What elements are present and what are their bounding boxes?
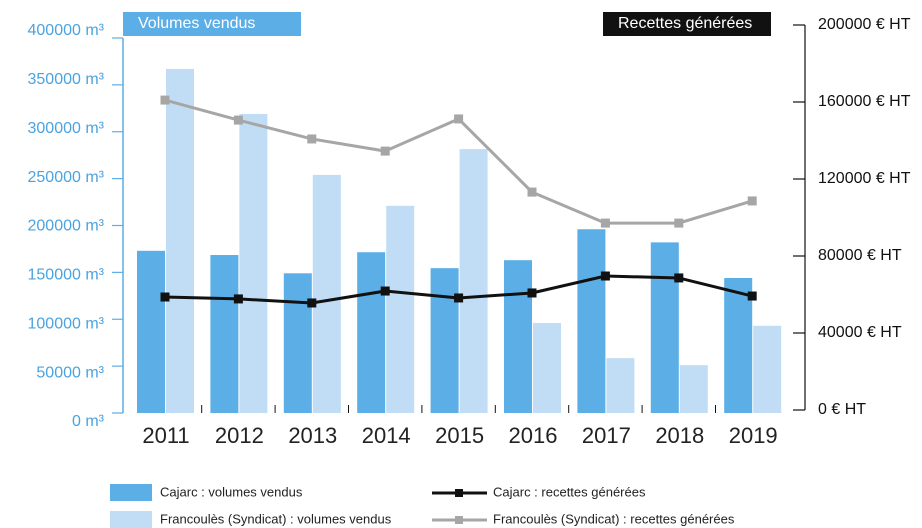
bar [312,174,341,413]
legend-marker [455,516,463,524]
legend-swatch [110,484,152,501]
marker [600,271,610,281]
bar [577,229,606,413]
bar [606,358,635,413]
y2-tick-label: 80000 € HT [818,247,902,264]
marker [380,146,390,156]
marker [233,294,243,304]
x-tick-label: 2011 [142,423,189,448]
y2-title: Recettes générées [618,15,752,32]
marker [674,273,684,283]
bar [724,278,753,413]
bar [283,273,312,413]
marker [160,292,170,302]
x-tick-label: 2017 [582,423,631,448]
x-tick-label: 2012 [215,423,264,448]
legend-label: Cajarc : recettes générées [493,484,646,499]
bar [679,365,708,413]
marker [747,291,757,301]
marker [307,134,317,144]
marker [600,218,610,228]
marker [307,298,317,308]
y-tick-label: 300000 m³ [28,120,105,137]
marker [380,286,390,296]
bar [166,68,194,413]
bar [386,205,415,413]
y-tick-label: 400000 m³ [28,22,105,39]
legend-label: Francoulès (Syndicat) : recettes générée… [493,511,735,526]
y2-tick-label: 0 € HT [818,401,866,418]
bar [459,149,488,413]
marker [454,114,464,124]
chart-title: Volumes vendus [138,15,255,32]
legend-label: Cajarc : volumes vendus [160,484,303,499]
bar [239,113,268,413]
marker [233,115,243,125]
y-tick-label: 200000 m³ [28,218,105,235]
legend-marker [455,489,463,497]
marker [527,187,537,197]
x-tick-label: 2013 [288,423,337,448]
legend-swatch [110,511,152,528]
y-tick-label: 100000 m³ [28,315,105,332]
bar [504,260,532,413]
bar [137,250,165,413]
y-tick-label: 50000 m³ [36,364,104,381]
y2-tick-label: 40000 € HT [818,324,902,341]
bar [357,252,386,413]
y-tick-label: 250000 m³ [28,169,105,186]
marker [674,218,684,228]
bar [650,242,679,413]
x-tick-label: 2016 [509,423,558,448]
y2-tick-label: 120000 € HT [818,170,911,187]
marker [747,196,757,206]
y-tick-label: 150000 m³ [28,267,105,284]
x-tick-label: 2018 [655,423,704,448]
x-tick-label: 2019 [729,423,778,448]
legend-label: Francoulès (Syndicat) : volumes vendus [160,511,392,526]
marker [527,288,537,298]
y-tick-label: 350000 m³ [28,71,105,88]
y2-tick-label: 200000 € HT [818,16,911,33]
bar [533,323,561,413]
y2-title-box [603,12,771,36]
bar [753,325,782,413]
x-tick-label: 2014 [362,423,411,448]
marker [454,293,464,303]
x-tick-label: 2015 [435,423,484,448]
bar [430,268,459,413]
y-tick-label: 0 m³ [72,413,105,430]
marker [160,95,170,105]
title-box [123,12,301,36]
bar [210,255,239,413]
y2-tick-label: 160000 € HT [818,93,911,110]
